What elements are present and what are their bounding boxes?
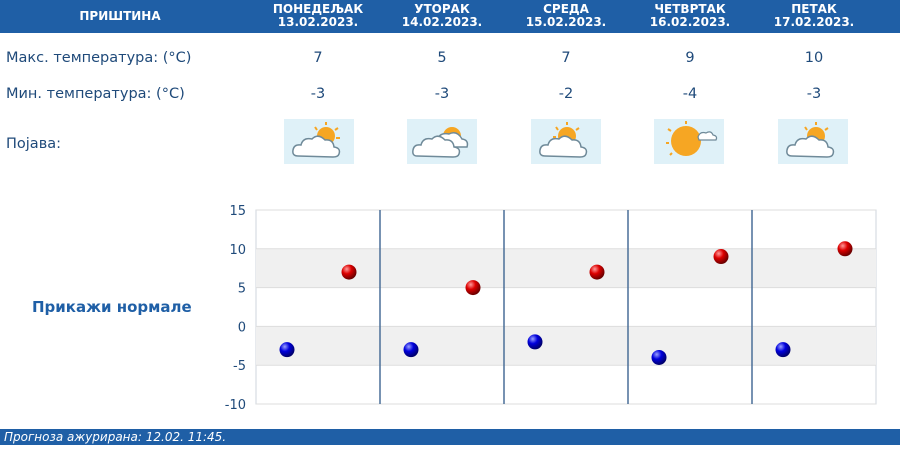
day-header-4: ЧЕТВРТАК 16.02.2023.: [628, 0, 752, 33]
max-temp-value: 7: [561, 50, 571, 66]
day-date: 15.02.2023.: [525, 15, 607, 29]
y-tick-label: 15: [229, 204, 246, 219]
show-normals-link[interactable]: Прикажи нормале: [32, 298, 192, 316]
max-temp-point: [341, 264, 357, 280]
day-name: СРЕДА: [543, 2, 589, 16]
day-header-1: ПОНЕДЕЉАК 13.02.2023.: [256, 0, 380, 33]
day-header-5: ПЕТАК 17.02.2023.: [752, 0, 876, 33]
day-date: 16.02.2023.: [649, 15, 731, 29]
max-temp-point: [837, 241, 853, 257]
max-temp-point: [589, 264, 605, 280]
max-temp-value: 10: [804, 50, 824, 66]
y-tick-label: -10: [225, 398, 246, 413]
y-tick-label: 10: [229, 243, 246, 258]
min-temp-value: -4: [682, 86, 698, 102]
max-temp-value: 9: [685, 50, 695, 66]
partly-cloudy-icon: [284, 119, 354, 164]
y-tick-label: 0: [238, 320, 246, 335]
footer-bar: Прогноза ажурирана: 12.02. 11:45.: [0, 429, 900, 445]
min-temp-point: [775, 342, 791, 358]
day-date: 13.02.2023.: [277, 15, 359, 29]
partly-cloudy-icon: [531, 119, 601, 164]
min-temp-point: [403, 342, 419, 358]
max-temp-point: [465, 280, 481, 296]
day-name: ПОНЕДЕЉАК: [272, 2, 364, 16]
min-temp-point: [651, 349, 667, 365]
min-temp-value: -2: [558, 86, 574, 102]
min-temp-value: -3: [434, 86, 450, 102]
day-name: ПЕТАК: [791, 2, 837, 16]
max-temp-value: 7: [313, 50, 323, 66]
max-temp-label: Макс. температура: (°C): [6, 50, 192, 66]
day-date: 14.02.2023.: [401, 15, 483, 29]
phenomenon-label: Појава:: [6, 136, 62, 152]
max-temp-value: 5: [437, 50, 447, 66]
partly-cloudy-icon: [778, 119, 848, 164]
city-name: ПРИШТИНА: [79, 9, 161, 23]
min-temp-label: Мин. температура: (°C): [6, 86, 185, 102]
max-temp-point: [713, 249, 729, 265]
day-header-3: СРЕДА 15.02.2023.: [504, 0, 628, 33]
day-name: ЧЕТВРТАК: [654, 2, 726, 16]
min-temp-point: [279, 342, 295, 358]
sunny-intervals-icon: [654, 119, 724, 164]
day-name: УТОРАК: [414, 2, 470, 16]
day-header-2: УТОРАК 14.02.2023.: [380, 0, 504, 33]
min-temp-point: [527, 334, 543, 350]
grid-band: [256, 248, 876, 288]
y-tick-label: -5: [233, 359, 246, 374]
min-temp-value: -3: [806, 86, 822, 102]
forecast-updated-text: Прогноза ажурирана: 12.02. 11:45.: [4, 430, 227, 444]
y-tick-label: 5: [238, 282, 246, 297]
mostly-cloudy-icon: [407, 119, 477, 164]
day-date: 17.02.2023.: [773, 15, 855, 29]
grid-band: [256, 326, 876, 366]
min-temp-value: -3: [310, 86, 326, 102]
forecast-header: ПРИШТИНА ПОНЕДЕЉАК 13.02.2023. УТОРАК 14…: [0, 0, 900, 33]
plot-area: [255, 209, 877, 405]
